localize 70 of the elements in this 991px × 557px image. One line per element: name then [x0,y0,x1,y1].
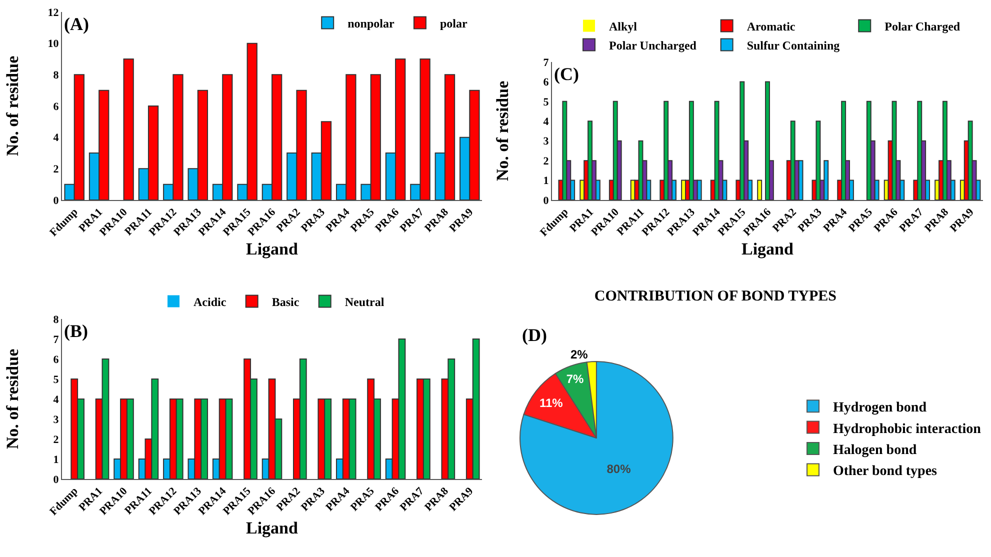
chart-title: CONTRIBUTION OF BOND TYPES [594,288,837,305]
y-tick-label: 3 [543,136,550,148]
legend-label: nonpolar [348,16,395,30]
bar [942,100,948,200]
y-tick-label: 3 [53,414,60,426]
bar [696,180,702,200]
y-tick-label: 12 [48,6,60,19]
legend-label: Acidic [194,294,227,309]
y-axis-title: No. of residue [3,55,22,156]
y-axis-title: No. of residue [493,80,512,182]
legend-label: Other bond types [833,464,938,480]
legend-label: Polar Uncharged [609,38,697,52]
bar [664,100,669,200]
y-tick-label: 6 [53,100,60,113]
y-tick-label: 8 [53,70,60,82]
y-tick-label: 10 [48,38,60,50]
annotation: (B) [64,321,88,341]
y-tick-label: 0 [543,194,550,207]
legend-label: Alkyl [609,19,638,34]
y-tick-label: 6 [53,354,60,366]
x-axis-title: Ligand [742,239,794,258]
legend-label: Neutral [344,294,385,309]
legend-label: Polar Charged [884,19,960,34]
legend-label: polar [440,16,468,30]
data-label: 11% [539,396,564,410]
legend-label: Halogen bond [833,442,917,458]
y-tick-label: 7 [543,56,550,69]
legend-label: Hydrophobic interaction [833,422,982,437]
bar [790,120,796,200]
y-tick-label: 6 [543,76,550,89]
bar [765,81,770,200]
y-tick-label: 0 [53,194,60,207]
annotation: (A) [64,14,89,34]
y-tick-label: 2 [53,434,60,446]
bar [824,160,829,200]
bar [562,100,568,200]
y-tick-label: 5 [543,96,550,108]
y-tick-label: 4 [53,132,60,144]
data-label: 7% [566,372,584,386]
bar [688,100,694,200]
bar [588,120,593,200]
bar [968,120,973,200]
y-tick-label: 4 [543,116,550,128]
y-tick-label: 1 [543,175,549,188]
legend-label: Aromatic [746,19,796,34]
y-tick-label: 1 [53,454,59,466]
y-tick-label: 4 [53,394,60,406]
x-axis-title: Ligand [246,239,299,258]
legend-label: Sulfur Containing [746,38,840,52]
y-tick-label: 0 [53,474,60,486]
legend-label: Hydrogen bond [833,400,927,416]
bar [816,120,821,200]
y-tick-label: 2 [543,155,550,168]
bar [123,58,134,200]
data-label: 2% [570,348,588,362]
legend-label: Basic [272,294,300,309]
bar [841,100,846,200]
data-label: 80% [606,462,632,476]
y-tick-label: 7 [53,334,60,346]
y-axis-title: No. of residue [3,348,22,450]
x-axis-title: Ligand [246,518,299,538]
y-tick-label: 2 [53,164,60,176]
bar [757,180,762,200]
text: (D) [522,325,547,345]
bar [798,160,804,200]
bar [740,81,745,200]
annotation: (C) [554,64,579,84]
y-tick-label: 8 [53,314,60,326]
bar [714,100,720,200]
y-tick-label: 5 [53,374,60,386]
